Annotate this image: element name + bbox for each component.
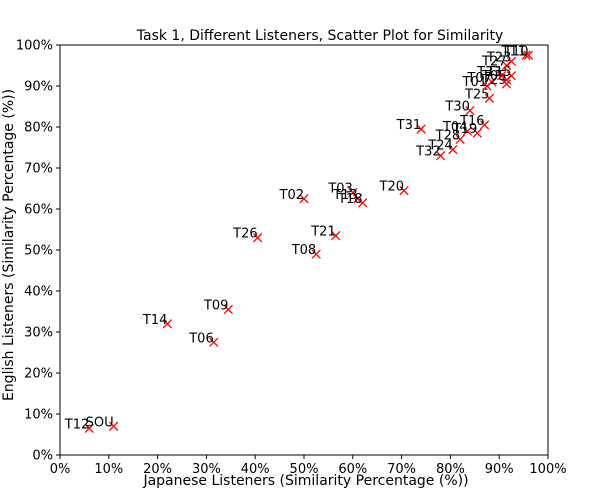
x-tick-label: 80% bbox=[436, 462, 465, 477]
data-point-marker bbox=[465, 105, 475, 116]
x-tick-label: 10% bbox=[94, 462, 123, 477]
x-tick-label: 90% bbox=[485, 462, 514, 477]
data-point-label: T04 bbox=[442, 120, 467, 135]
y-tick-label: 50% bbox=[24, 244, 53, 259]
data-point-label: T14 bbox=[142, 313, 167, 328]
chart-title: Task 1, Different Listeners, Scatter Plo… bbox=[136, 28, 504, 44]
data-point-label: T18 bbox=[337, 192, 362, 207]
data-point-marker bbox=[506, 56, 517, 67]
data-point-label: T10 bbox=[503, 44, 528, 59]
y-tick-label: 0% bbox=[32, 449, 53, 464]
data-point-marker bbox=[448, 144, 458, 155]
data-point-label: T11 bbox=[501, 44, 526, 59]
data-point-label: T09 bbox=[203, 298, 228, 313]
data-point-label: T33 bbox=[476, 65, 501, 80]
data-point-marker bbox=[252, 233, 263, 243]
y-tick-label: 100% bbox=[16, 39, 53, 54]
data-point-label: T03 bbox=[327, 182, 352, 197]
data-point-marker bbox=[435, 151, 446, 161]
y-tick-label: 10% bbox=[24, 408, 53, 423]
data-point-label: T06 bbox=[188, 331, 213, 346]
data-point-marker bbox=[487, 77, 497, 87]
data-point-marker bbox=[521, 50, 531, 60]
data-point-label: T32 bbox=[415, 145, 440, 160]
data-point-marker bbox=[223, 304, 234, 315]
data-point-label: T26 bbox=[232, 227, 257, 242]
x-tick-label: 70% bbox=[387, 462, 416, 477]
y-tick-label: 70% bbox=[24, 162, 53, 177]
data-point-label: T24 bbox=[427, 139, 452, 154]
data-point-marker bbox=[455, 134, 465, 144]
data-point-label: SOU bbox=[86, 415, 114, 430]
y-tick-label: 20% bbox=[24, 367, 53, 382]
data-point-label: T27 bbox=[481, 55, 506, 70]
data-point-marker bbox=[162, 319, 173, 329]
y-axis-label: English Listeners (Similarity Percentage… bbox=[1, 89, 17, 401]
data-point-marker bbox=[348, 187, 358, 198]
y-tick-label: 90% bbox=[24, 80, 53, 95]
data-point-label: T08 bbox=[291, 243, 316, 258]
data-point-label: T07 bbox=[466, 71, 491, 86]
data-point-marker bbox=[109, 421, 119, 431]
data-point-marker bbox=[484, 93, 495, 103]
data-point-marker bbox=[506, 71, 517, 81]
x-tick-label: 20% bbox=[143, 462, 172, 477]
data-point-marker bbox=[462, 126, 473, 136]
data-point-label: T25 bbox=[464, 87, 489, 102]
data-point-marker bbox=[496, 71, 507, 81]
data-point-marker bbox=[311, 249, 321, 259]
data-point-label: T31 bbox=[396, 118, 421, 133]
data-point-label: T15 bbox=[486, 65, 511, 80]
data-point-label: T16 bbox=[459, 114, 484, 129]
data-point-label: T12 bbox=[64, 417, 89, 432]
data-point-marker bbox=[501, 79, 512, 89]
x-tick-label: 30% bbox=[192, 462, 221, 477]
data-point-label: T30 bbox=[444, 100, 469, 115]
data-point-label: T02 bbox=[279, 188, 304, 203]
data-point-label: T21 bbox=[310, 225, 335, 240]
data-point-label: T28 bbox=[435, 128, 460, 143]
x-tick-label: 100% bbox=[529, 462, 566, 477]
x-tick-label: 0% bbox=[50, 462, 71, 477]
data-point-marker bbox=[299, 194, 309, 204]
y-tick-label: 80% bbox=[24, 121, 53, 136]
data-point-label: T20 bbox=[379, 180, 404, 195]
data-point-marker bbox=[331, 230, 341, 241]
data-point-marker bbox=[523, 50, 534, 60]
data-point-marker bbox=[479, 120, 490, 130]
y-tick-label: 60% bbox=[24, 203, 53, 218]
data-point-label: T01 bbox=[462, 75, 487, 90]
data-point-label: T23 bbox=[486, 50, 511, 65]
data-point-marker bbox=[209, 337, 219, 347]
y-tick-label: 30% bbox=[24, 326, 53, 341]
x-axis-label: Japanese Listeners (Similarity Percentag… bbox=[142, 473, 468, 489]
data-point-marker bbox=[399, 185, 409, 196]
data-point-marker bbox=[416, 124, 426, 134]
data-point-marker bbox=[357, 198, 368, 208]
data-point-marker bbox=[84, 423, 94, 434]
x-tick-label: 60% bbox=[338, 462, 367, 477]
data-point-label: T13 bbox=[332, 188, 357, 203]
data-point-label: T19 bbox=[452, 122, 477, 137]
data-point-marker bbox=[472, 128, 482, 138]
x-tick-label: 40% bbox=[241, 462, 270, 477]
x-tick-label: 50% bbox=[290, 462, 319, 477]
y-tick-label: 40% bbox=[24, 285, 53, 300]
data-point-label: T05 bbox=[481, 69, 506, 84]
